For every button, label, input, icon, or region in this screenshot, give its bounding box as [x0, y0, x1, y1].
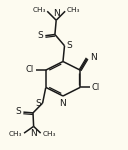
Text: Cl: Cl	[92, 82, 100, 91]
Text: N: N	[90, 53, 97, 62]
Text: S: S	[66, 40, 72, 50]
Text: Cl: Cl	[26, 65, 34, 74]
Text: S: S	[16, 107, 22, 116]
Text: S: S	[38, 31, 43, 40]
Text: CH₃: CH₃	[42, 131, 56, 137]
Text: CH₃: CH₃	[9, 131, 23, 137]
Text: N: N	[60, 99, 66, 108]
Text: CH₃: CH₃	[67, 7, 80, 13]
Text: S: S	[35, 99, 41, 108]
Text: CH₃: CH₃	[32, 7, 46, 13]
Text: N: N	[30, 129, 37, 138]
Text: N: N	[54, 9, 60, 18]
